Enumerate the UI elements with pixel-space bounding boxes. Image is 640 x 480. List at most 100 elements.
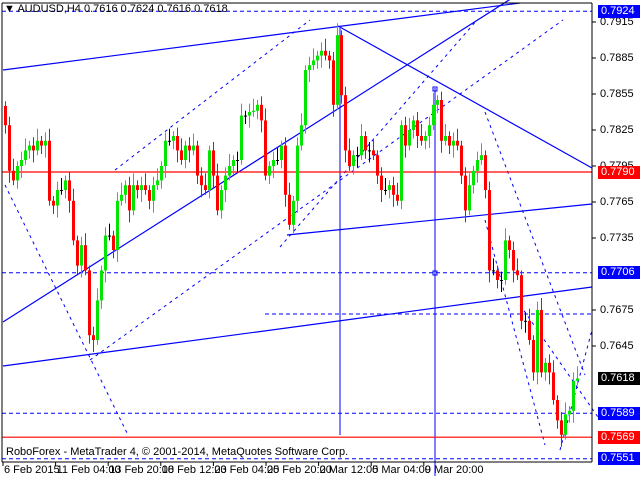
candle (400, 120, 403, 210)
candle-body (164, 140, 167, 166)
candle (424, 131, 427, 150)
candle (28, 140, 31, 159)
candle (8, 116, 11, 183)
candle (376, 150, 379, 184)
channel-dotted[interactable] (279, 19, 478, 248)
candle-body (32, 145, 35, 151)
candle (160, 161, 163, 189)
candle (276, 148, 279, 165)
candle-body (472, 170, 475, 186)
price-tick-label: 0.7885 (600, 52, 634, 64)
candle-body (520, 275, 523, 321)
candle-body (8, 125, 11, 171)
trendline[interactable] (2, 0, 520, 323)
candle-body (300, 125, 303, 146)
candle-body (548, 362, 551, 373)
candle-body (64, 180, 67, 190)
dropdown-arrow-icon[interactable]: ▼ (4, 3, 15, 15)
channel-dotted[interactable] (484, 111, 586, 376)
candle-body (20, 160, 23, 166)
candle-body (276, 160, 279, 161)
candle-body (280, 145, 283, 160)
candle-body (400, 125, 403, 201)
candle-body (344, 95, 347, 151)
candle (72, 188, 75, 246)
candle (92, 326, 95, 352)
candle (496, 265, 499, 289)
candle-body (504, 240, 507, 280)
candle (548, 354, 551, 385)
candle (308, 56, 311, 82)
candle-body (388, 185, 391, 190)
candle (224, 167, 227, 202)
trendline[interactable] (286, 203, 593, 236)
candle (364, 131, 367, 159)
candle (384, 178, 387, 195)
candle (392, 176, 395, 207)
candle (480, 143, 483, 165)
candle (4, 101, 7, 134)
candle (268, 161, 271, 184)
candle (560, 412, 563, 447)
candle (152, 176, 155, 213)
candle-body (512, 250, 515, 271)
time-tick-label: 9 Mar 20:00 (424, 464, 484, 476)
candle-body (176, 136, 179, 151)
candle (184, 140, 187, 169)
trendline[interactable] (2, 2, 521, 71)
candle-body (316, 55, 319, 61)
candle (488, 181, 491, 283)
candle-body (192, 145, 195, 151)
trendline[interactable] (337, 25, 593, 169)
candle-body (296, 145, 299, 201)
candle-body (60, 190, 63, 191)
candle-body (248, 112, 251, 116)
candle (220, 185, 223, 219)
candle (536, 301, 539, 385)
anchor-handle[interactable] (432, 86, 438, 92)
candle (236, 151, 239, 172)
candle (84, 233, 87, 276)
candle (432, 92, 435, 130)
candle (356, 146, 359, 168)
candle (292, 196, 295, 234)
candle (556, 395, 559, 429)
candle-body (172, 136, 175, 141)
candle-body (284, 145, 287, 195)
candle (408, 118, 411, 151)
candle-body (56, 190, 59, 206)
candle (252, 98, 255, 117)
time-tick-label: 6 Feb 2015 (4, 464, 60, 476)
candle (336, 23, 339, 110)
candle-body (436, 100, 439, 105)
candle-body (320, 50, 323, 56)
candle-body (140, 185, 143, 190)
candle (300, 113, 303, 151)
candle (144, 173, 147, 195)
trendline[interactable] (2, 286, 593, 367)
candle (200, 167, 203, 198)
channel-dotted[interactable] (519, 304, 601, 421)
channel-dotted[interactable] (89, 19, 564, 361)
candle (260, 96, 263, 133)
candle-body (348, 150, 351, 166)
candle-body (424, 136, 427, 141)
time-tick-label: 5 Mar 04:00 (372, 464, 431, 476)
candle-body (432, 104, 435, 126)
candle-body (460, 145, 463, 176)
channel-dotted[interactable] (4, 184, 129, 436)
candle (436, 95, 439, 114)
channel-dotted[interactable] (114, 19, 311, 171)
candle (508, 235, 511, 259)
candle-body (568, 410, 571, 415)
candle-body (220, 190, 223, 211)
candle-body (44, 140, 47, 146)
candle (328, 50, 331, 69)
candle (168, 128, 171, 146)
candle-body (108, 235, 111, 237)
candle (100, 265, 103, 309)
candle-body (184, 145, 187, 160)
candle (360, 124, 363, 160)
candle-body (232, 160, 235, 166)
